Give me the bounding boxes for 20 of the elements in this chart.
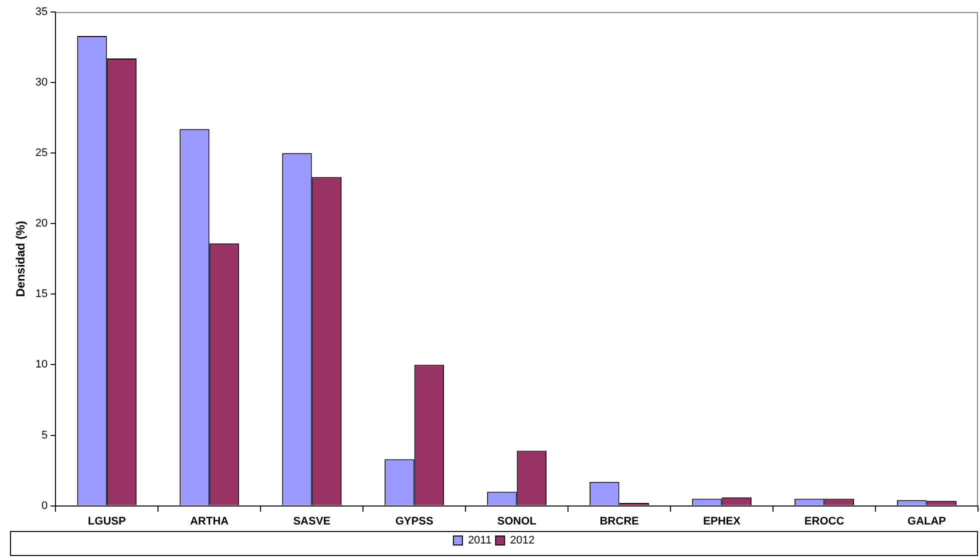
y-tick-label: 10 <box>35 358 48 371</box>
x-tick-label: BRCRE <box>600 515 639 528</box>
x-tick-label: EPHEX <box>703 515 742 528</box>
y-tick-label: 15 <box>35 288 48 300</box>
y-tick-label: 20 <box>35 218 48 230</box>
y-axis-title: Densidad (%) <box>14 220 28 297</box>
x-tick-label: SONOL <box>497 515 537 528</box>
x-tick-label: GYPSS <box>395 515 434 528</box>
y-tick-label: 30 <box>35 76 48 89</box>
y-tick-label: 5 <box>42 429 48 442</box>
x-tick-label: LGUSP <box>88 515 126 528</box>
x-tick-label: EROCC <box>804 515 844 528</box>
x-tick-label: GALAP <box>908 515 946 528</box>
legend-label: 2011 <box>468 534 492 547</box>
y-tick-label: 0 <box>42 500 48 512</box>
y-tick-label: 25 <box>35 147 48 160</box>
y-tick-label: 35 <box>35 6 48 18</box>
x-tick-label: SASVE <box>293 515 330 528</box>
legend-label: 2012 <box>510 534 535 547</box>
x-tick-label: ARTHA <box>190 515 229 528</box>
